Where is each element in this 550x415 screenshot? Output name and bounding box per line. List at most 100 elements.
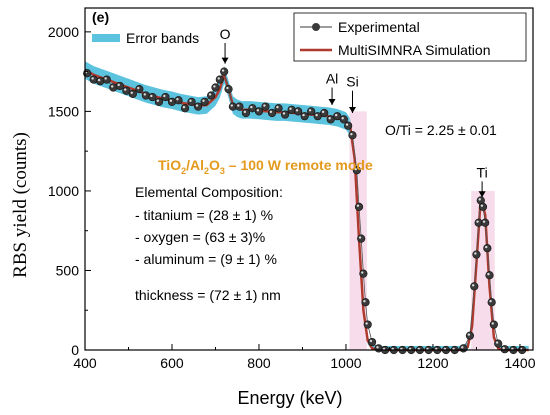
legend-error-band-swatch bbox=[92, 34, 120, 42]
experimental-point-highlight bbox=[365, 322, 368, 325]
experimental-point bbox=[235, 102, 244, 111]
experimental-point bbox=[489, 320, 498, 329]
experimental-point bbox=[348, 131, 357, 140]
experimental-point bbox=[102, 75, 111, 84]
x-axis-label: Energy (keV) bbox=[237, 388, 342, 408]
sample-title: TiO2/Al2O3 – 100 W remote mode bbox=[158, 157, 373, 176]
composition-aluminum: - aluminum = (9 ± 1) % bbox=[135, 251, 277, 267]
experimental-point bbox=[472, 250, 481, 259]
experimental-point bbox=[135, 85, 144, 94]
experimental-point bbox=[494, 339, 503, 348]
plot-frame bbox=[84, 7, 534, 351]
ticks-layer: 400 600 800 1000 1200 1400 0 500 1000 1500 2000 bbox=[48, 24, 536, 371]
y-tick-label: 2000 bbox=[48, 24, 79, 40]
experimental-point bbox=[483, 244, 492, 253]
experimental-point-highlight bbox=[321, 110, 325, 114]
experimental-point bbox=[148, 92, 157, 102]
experimental-point-highlight bbox=[269, 110, 273, 114]
y-tick-label: 0 bbox=[71, 342, 79, 358]
experimental-point-highlight bbox=[354, 167, 357, 171]
experimental-point-highlight bbox=[202, 99, 205, 102]
experimental-point-highlight bbox=[97, 78, 101, 82]
experimental-point bbox=[487, 298, 496, 307]
experimental-point-highlight bbox=[467, 333, 471, 336]
axes-layer bbox=[84, 7, 534, 351]
experimental-point-highlight bbox=[256, 109, 260, 112]
x-tick-label: 1000 bbox=[330, 355, 361, 371]
legend-error-bands-label: Error bands bbox=[126, 30, 199, 46]
y-axis-label: RBS yield (counts) bbox=[10, 132, 31, 278]
legend-experimental-label: Experimental bbox=[338, 19, 420, 35]
experimental-point-highlight bbox=[217, 77, 220, 80]
experimental-point-highlight bbox=[295, 109, 299, 112]
experimental-point bbox=[478, 202, 488, 211]
experimental-point bbox=[254, 107, 264, 116]
experimental-point-highlight bbox=[243, 110, 247, 114]
experimental-point bbox=[354, 202, 364, 211]
experimental-point bbox=[215, 75, 224, 84]
experimental-point bbox=[307, 107, 316, 116]
experimental-point-highlight bbox=[226, 86, 229, 90]
sample-title-sub2: 2 bbox=[204, 166, 209, 176]
composition-thickness: thickness = (72 ± 1) nm bbox=[135, 287, 281, 303]
experimental-point-highlight bbox=[117, 83, 120, 87]
legend-experimental-marker bbox=[312, 23, 320, 31]
annotation-label: O bbox=[220, 26, 231, 42]
experimental-point bbox=[174, 96, 183, 105]
experimental-point bbox=[320, 108, 329, 118]
annotation-arrow-head bbox=[221, 57, 229, 64]
experimental-point-highlight bbox=[334, 113, 338, 117]
experimental-point-highlight bbox=[230, 104, 233, 107]
ratio-label: O/Ti = 2.25 ± 0.01 bbox=[385, 122, 497, 138]
annotations-layer: O Al Si Ti bbox=[220, 26, 488, 198]
experimental-point bbox=[357, 234, 366, 243]
experimental-point-highlight bbox=[478, 198, 481, 201]
experimental-point bbox=[261, 102, 270, 111]
experimental-point bbox=[211, 83, 220, 92]
error-bands-layer bbox=[85, 61, 529, 351]
experimental-point bbox=[470, 282, 479, 291]
experimental-layer bbox=[83, 67, 527, 355]
experimental-point bbox=[485, 271, 494, 280]
experimental-point-highlight bbox=[502, 346, 505, 350]
y-tick-label: 1000 bbox=[48, 183, 79, 199]
experimental-point-highlight bbox=[345, 123, 349, 126]
y-tick-label: 1500 bbox=[48, 103, 79, 119]
legend-right: Experimental MultiSIMNRA Simulation bbox=[293, 12, 527, 62]
experimental-point-highlight bbox=[189, 99, 192, 102]
experimental-point-highlight bbox=[110, 85, 114, 88]
experimental-point-highlight bbox=[485, 245, 488, 249]
experimental-point-highlight bbox=[195, 104, 199, 107]
sample-title-sub1: 2 bbox=[181, 166, 186, 176]
experimental-point bbox=[241, 108, 251, 118]
experimental-point-highlight bbox=[341, 117, 344, 120]
legend-box bbox=[293, 12, 527, 62]
experimental-point bbox=[200, 97, 209, 106]
annotation-label: Al bbox=[326, 71, 338, 87]
experimental-point bbox=[361, 298, 370, 307]
experimental-point bbox=[207, 91, 216, 100]
experimental-point-highlight bbox=[369, 339, 373, 343]
experimental-point-highlight bbox=[363, 299, 366, 303]
sample-title-part2: O bbox=[209, 157, 220, 173]
experimental-point bbox=[220, 67, 229, 76]
experimental-point bbox=[459, 344, 468, 353]
annotation-arrow-head bbox=[348, 106, 356, 113]
experimental-point-highlight bbox=[471, 284, 475, 287]
experimental-point-highlight bbox=[480, 204, 484, 207]
x-tick-label: 600 bbox=[160, 355, 184, 371]
experimental-point-highlight bbox=[163, 94, 166, 98]
experimental-point bbox=[280, 110, 290, 119]
experimental-point-highlight bbox=[361, 271, 364, 274]
experimental-point-highlight bbox=[169, 99, 173, 102]
experimental-point-highlight bbox=[376, 346, 379, 349]
experimental-point-highlight bbox=[263, 104, 266, 107]
annotation-label: Si bbox=[346, 74, 358, 90]
sample-title-sub3: 3 bbox=[220, 166, 225, 176]
experimental-point-highlight bbox=[176, 97, 179, 101]
experimental-point-highlight bbox=[302, 113, 305, 117]
experimental-point-highlight bbox=[474, 252, 477, 255]
x-tick-label: 400 bbox=[73, 355, 97, 371]
experimental-point-highlight bbox=[476, 220, 479, 223]
annotation-label: Ti bbox=[477, 164, 488, 180]
